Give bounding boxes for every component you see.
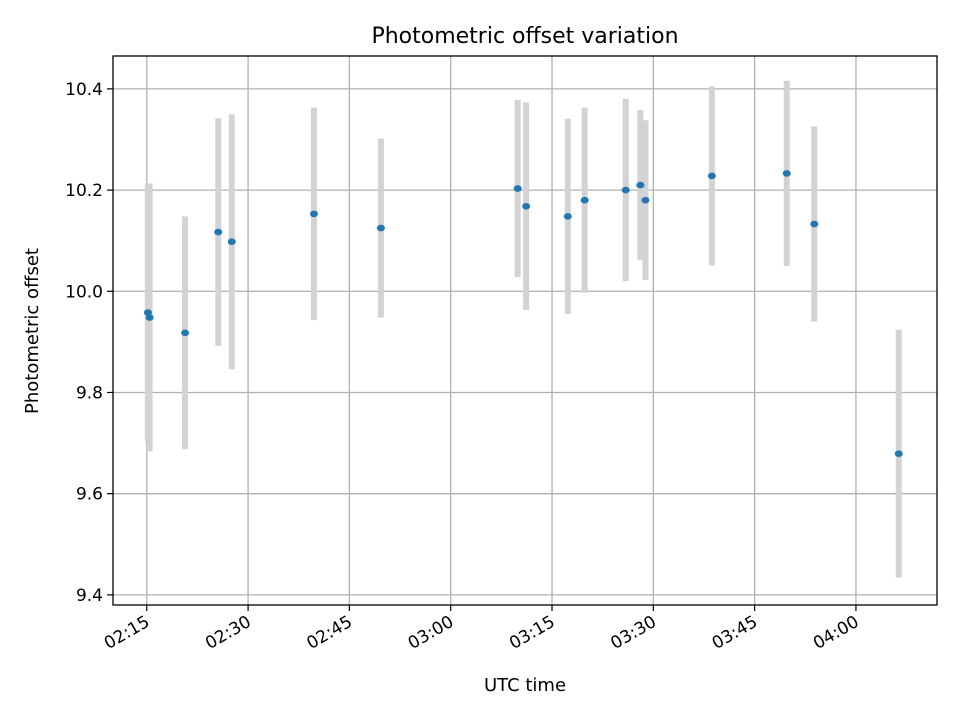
data-point [580, 196, 589, 204]
data-point [894, 450, 903, 458]
data-point [214, 228, 223, 236]
y-tick-label: 10.0 [65, 282, 103, 302]
data-point [563, 213, 572, 220]
data-point [782, 170, 791, 177]
y-tick-label: 9.4 [76, 586, 103, 606]
data-point [513, 185, 522, 192]
y-tick-label: 10.4 [65, 80, 103, 100]
data-point [641, 196, 650, 204]
y-tick-label: 10.2 [65, 181, 103, 201]
chart-title: Photometric offset variation [371, 24, 678, 49]
data-point [707, 172, 716, 180]
data-point [309, 210, 318, 218]
data-point [621, 186, 630, 194]
y-axis-label: Photometric offset [22, 248, 43, 414]
plot-area: 02:15 02:30 02:45 03:00 03:15 03:30 03:45 04:00… [65, 55, 938, 654]
data-point [143, 309, 152, 316]
data-point [636, 181, 645, 189]
y-tick-label: 9.6 [76, 485, 103, 505]
data-point [810, 220, 819, 228]
data-point [522, 202, 531, 210]
x-axis-label: UTC time [484, 675, 566, 696]
data-point [376, 224, 385, 232]
plot-frame [112, 55, 938, 606]
data-point [227, 238, 236, 245]
y-tick-label: 9.8 [76, 383, 103, 403]
data-point [181, 329, 190, 337]
data-point [145, 314, 154, 321]
